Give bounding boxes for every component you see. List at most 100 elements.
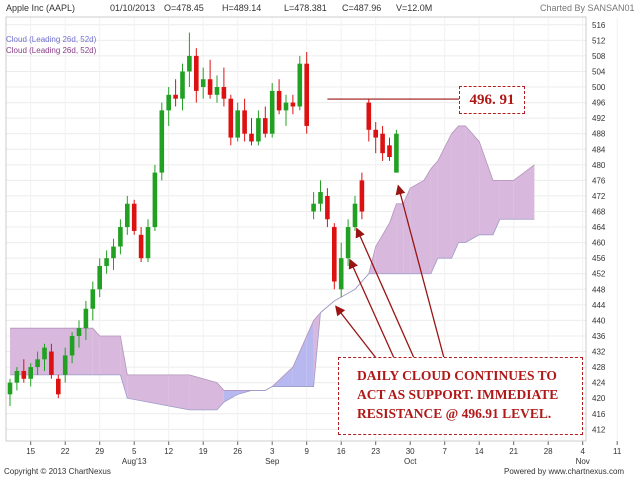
candle-body-down	[380, 133, 385, 154]
annotation-arrow	[335, 305, 377, 359]
candle-body-up	[14, 370, 20, 383]
candle-body-up	[62, 355, 68, 375]
y-tick-label: 496	[592, 99, 606, 108]
candle-body-up	[352, 203, 358, 228]
candle-body-down	[221, 87, 227, 99]
candle-body-down	[21, 370, 27, 379]
symbol-title: Apple Inc (AAPL)	[6, 3, 76, 13]
candle-body-down	[228, 98, 234, 138]
x-tick-label: 29	[95, 447, 104, 456]
y-tick-label: 448	[592, 285, 606, 294]
candle-body-down	[387, 145, 392, 158]
candle-body-down	[332, 227, 337, 282]
ohlc-close: C=487.96	[342, 3, 382, 13]
candle-body-up	[69, 335, 75, 356]
callout-line-1: DAILY CLOUD CONTINUES TO	[357, 368, 557, 383]
candle-body-up	[125, 203, 130, 228]
x-tick-label: 26	[233, 447, 242, 456]
y-tick-label: 492	[592, 114, 606, 123]
candle-body-down	[276, 90, 282, 111]
cloud-segment-bullish	[189, 374, 217, 410]
x-tick-label: 11	[613, 447, 622, 456]
axes: 4124164204244284324364404444484524564604…	[5, 16, 622, 466]
candle-body-up	[152, 172, 158, 228]
y-tick-label: 444	[592, 301, 606, 310]
y-tick-label: 420	[592, 394, 606, 403]
y-tick-label: 504	[592, 67, 606, 76]
x-tick-label: 12	[164, 447, 173, 456]
callout-note: DAILY CLOUD CONTINUES TO ACT AS SUPPORT.…	[338, 357, 583, 435]
cloud-segment-bullish	[465, 125, 480, 243]
candle-body-up	[76, 328, 82, 336]
candle-body-up	[187, 55, 192, 72]
annotation-arrow	[355, 227, 415, 359]
ohlc-volume: V=12.0M	[396, 3, 433, 13]
candle-body-down	[359, 180, 365, 212]
y-tick-label: 488	[592, 130, 606, 139]
cloud-segment-bearish	[292, 335, 307, 387]
candle-body-up	[269, 90, 275, 134]
x-tick-label: 14	[475, 447, 484, 456]
cloud-segment-bullish	[375, 223, 390, 274]
candle-body-up	[180, 71, 185, 99]
cloud-segment-bullish	[493, 180, 500, 235]
x-tick-label: 19	[199, 447, 208, 456]
cloud-segment-bearish	[223, 390, 238, 403]
ohlc-date: 01/10/2013	[110, 3, 156, 13]
candle-body-down	[373, 129, 378, 138]
x-tick-label: 5	[132, 447, 137, 456]
candle-body-down	[49, 351, 54, 375]
candle-body-up	[338, 258, 344, 290]
candle-body-up	[145, 227, 151, 259]
candle-body-up	[28, 367, 33, 379]
candle-body-down	[242, 110, 247, 134]
y-tick-label: 476	[592, 176, 606, 185]
candle-body-up	[118, 227, 123, 247]
x-month-label: Oct	[404, 457, 417, 466]
candle-body-down	[131, 203, 137, 231]
x-tick-label: 4	[580, 447, 585, 456]
candle-body-up	[256, 118, 261, 142]
cloud-segment-bullish	[430, 160, 438, 274]
ohlc-high: H=489.14	[222, 3, 262, 13]
candle-body-down	[207, 79, 213, 95]
cloud-segment-bullish	[410, 180, 424, 274]
x-month-label: Sep	[265, 457, 280, 466]
x-month-label: Nov	[576, 457, 590, 466]
y-tick-label: 456	[592, 254, 606, 263]
candle-body-down	[194, 55, 199, 91]
candle-body-up	[200, 79, 206, 88]
ohlc-low: L=478.381	[284, 3, 327, 13]
legend-entry-cloud-2: Cloud (Leading 26d, 52d)	[6, 46, 97, 55]
y-tick-label: 452	[592, 270, 606, 279]
cloud-segment-bullish	[396, 203, 404, 274]
cloud-segment-bullish	[389, 203, 397, 274]
plot-frame	[5, 16, 587, 442]
candle-body-down	[325, 195, 330, 220]
cloud-segment-bullish	[513, 164, 535, 220]
cloud-segment-bullish	[217, 382, 224, 410]
annotation-arrow	[395, 184, 445, 359]
cloud-segment-bullish	[99, 335, 121, 375]
x-tick-label: 22	[61, 447, 70, 456]
y-tick-label: 484	[592, 145, 606, 154]
candle-body-up	[214, 87, 220, 95]
x-tick-label: 21	[509, 447, 518, 456]
x-tick-label: 23	[371, 447, 380, 456]
x-tick-label: 3	[270, 447, 275, 456]
candle-body-up	[35, 359, 40, 368]
candle-body-up	[111, 246, 116, 259]
x-tick-label: 30	[406, 447, 415, 456]
y-tick-label: 412	[592, 425, 606, 434]
callout-line-2: ACT AS SUPPORT. IMMEDIATE	[357, 387, 559, 402]
y-tick-label: 464	[592, 223, 606, 232]
cloud-segment-bullish	[437, 133, 452, 259]
cloud-segment-bullish	[451, 125, 459, 259]
candle-body-down	[304, 63, 309, 126]
legend-entry-cloud-1: Cloud (Leading 26d, 52d)	[6, 35, 97, 44]
resistance-value: 496. 91	[469, 92, 515, 108]
candlesticks	[7, 32, 399, 406]
y-tick-label: 424	[592, 379, 606, 388]
footer-powered: Powered by www.chartnexus.com	[504, 467, 625, 476]
